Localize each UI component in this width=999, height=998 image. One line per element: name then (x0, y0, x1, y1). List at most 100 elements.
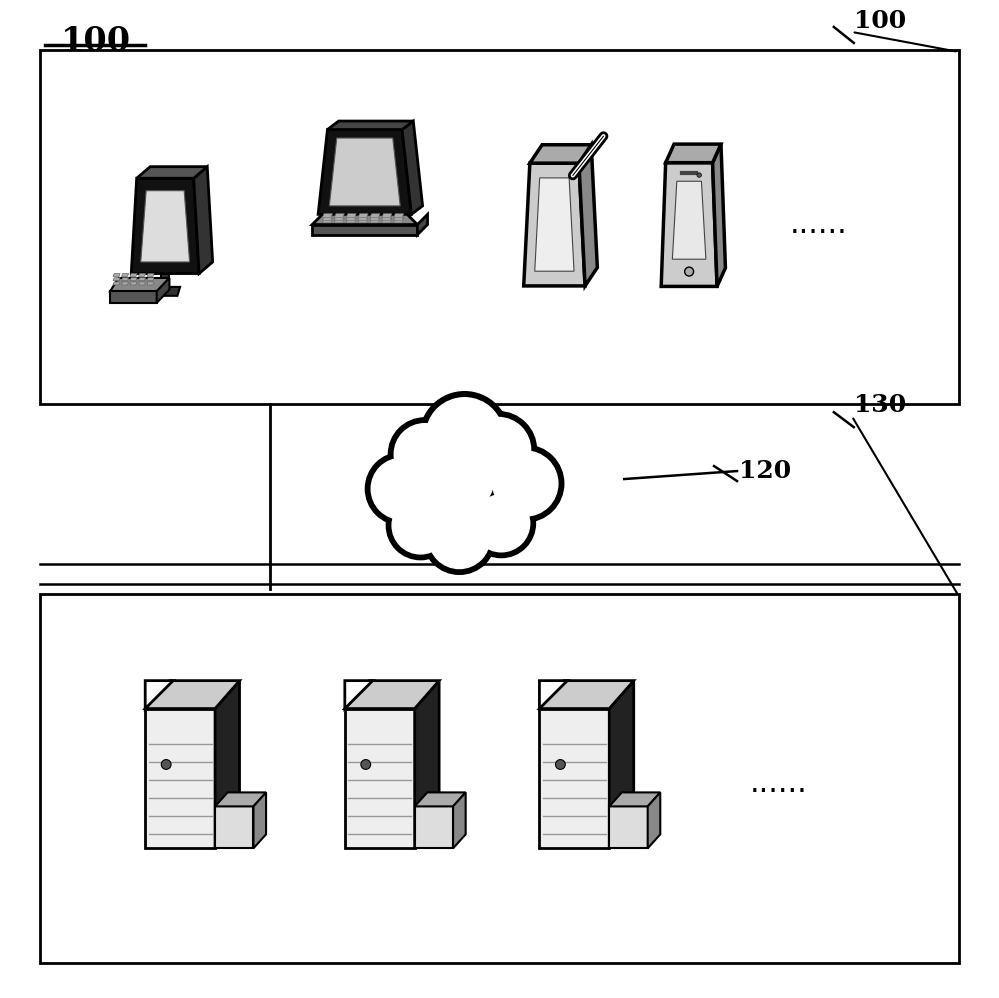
Text: ......: ...... (790, 210, 848, 240)
Polygon shape (147, 282, 154, 285)
Circle shape (465, 416, 531, 484)
Polygon shape (418, 215, 428, 235)
Polygon shape (394, 219, 404, 223)
Polygon shape (122, 277, 129, 280)
Polygon shape (394, 216, 404, 221)
Polygon shape (534, 178, 574, 271)
Polygon shape (454, 792, 466, 848)
Circle shape (473, 495, 529, 552)
Circle shape (408, 431, 497, 519)
Circle shape (425, 396, 504, 476)
Circle shape (410, 432, 495, 518)
Circle shape (395, 424, 456, 485)
Polygon shape (523, 164, 585, 286)
Polygon shape (672, 182, 706, 259)
Polygon shape (323, 219, 333, 223)
Polygon shape (609, 792, 660, 806)
Polygon shape (382, 219, 392, 223)
Circle shape (426, 398, 503, 475)
Polygon shape (358, 214, 369, 218)
Polygon shape (665, 144, 721, 163)
Polygon shape (254, 792, 266, 848)
Circle shape (466, 417, 530, 482)
Polygon shape (358, 216, 369, 221)
Polygon shape (215, 792, 266, 806)
Polygon shape (215, 681, 240, 848)
Text: 100: 100 (60, 25, 131, 58)
Polygon shape (382, 214, 392, 218)
Polygon shape (370, 214, 380, 218)
Circle shape (161, 759, 171, 769)
Circle shape (493, 451, 557, 516)
Circle shape (492, 450, 558, 517)
Polygon shape (539, 681, 633, 709)
Polygon shape (415, 681, 440, 848)
Polygon shape (415, 806, 454, 848)
Polygon shape (113, 282, 120, 285)
Polygon shape (330, 138, 401, 206)
Polygon shape (415, 792, 466, 806)
Polygon shape (358, 219, 369, 223)
Polygon shape (579, 145, 597, 286)
Polygon shape (139, 282, 146, 285)
Polygon shape (147, 273, 154, 276)
Polygon shape (137, 167, 207, 179)
Polygon shape (335, 214, 345, 218)
Polygon shape (150, 286, 180, 295)
Polygon shape (370, 219, 380, 223)
Text: 100: 100 (854, 9, 906, 33)
Polygon shape (647, 792, 660, 848)
Circle shape (428, 507, 491, 570)
Polygon shape (122, 282, 129, 285)
Polygon shape (370, 216, 380, 221)
Polygon shape (394, 214, 404, 218)
Polygon shape (318, 130, 412, 215)
Polygon shape (345, 709, 415, 848)
Circle shape (394, 423, 457, 486)
Polygon shape (346, 214, 357, 218)
Circle shape (429, 508, 490, 569)
Polygon shape (346, 216, 357, 221)
Polygon shape (539, 681, 567, 709)
Polygon shape (147, 277, 154, 280)
Polygon shape (335, 216, 345, 221)
Polygon shape (122, 273, 129, 276)
Text: ......: ...... (750, 768, 808, 798)
Circle shape (371, 457, 434, 520)
Polygon shape (402, 121, 423, 215)
Circle shape (372, 458, 433, 519)
Text: 130: 130 (854, 393, 906, 417)
Polygon shape (312, 215, 418, 225)
Text: 120: 120 (739, 459, 791, 483)
Polygon shape (382, 216, 392, 221)
Polygon shape (145, 681, 240, 709)
Polygon shape (712, 144, 725, 286)
Polygon shape (113, 273, 120, 276)
Polygon shape (539, 709, 609, 848)
Polygon shape (661, 163, 717, 286)
Circle shape (361, 759, 371, 769)
Polygon shape (323, 216, 333, 221)
Polygon shape (346, 219, 357, 223)
Polygon shape (328, 121, 414, 130)
Polygon shape (215, 806, 254, 848)
Polygon shape (141, 191, 190, 261)
Polygon shape (161, 273, 169, 286)
Circle shape (697, 173, 701, 178)
Polygon shape (345, 681, 373, 709)
Circle shape (392, 497, 449, 554)
Polygon shape (139, 273, 146, 276)
Circle shape (684, 267, 693, 276)
Polygon shape (145, 681, 173, 709)
Polygon shape (609, 681, 633, 848)
Polygon shape (312, 225, 418, 235)
Polygon shape (323, 214, 333, 218)
Polygon shape (113, 277, 120, 280)
Polygon shape (130, 282, 137, 285)
Polygon shape (110, 291, 157, 303)
Circle shape (472, 494, 530, 553)
Bar (40, 594, 959, 963)
Polygon shape (335, 219, 345, 223)
Polygon shape (130, 273, 137, 276)
Polygon shape (139, 277, 146, 280)
